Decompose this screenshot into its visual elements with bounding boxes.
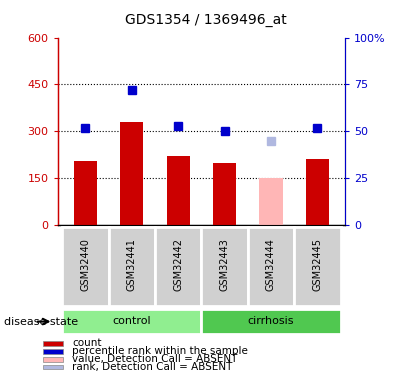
Bar [213, 162, 236, 225]
Bar [62, 226, 109, 306]
Text: GSM32440: GSM32440 [81, 238, 90, 291]
Text: rank, Detection Call = ABSENT: rank, Detection Call = ABSENT [72, 362, 233, 372]
Bar [294, 226, 341, 306]
Text: GSM32442: GSM32442 [173, 238, 183, 291]
Bar [166, 156, 190, 225]
Bar [155, 226, 201, 306]
Bar [44, 365, 62, 369]
Text: value, Detection Call = ABSENT: value, Detection Call = ABSENT [72, 354, 238, 364]
Bar [306, 159, 329, 225]
Text: percentile rank within the sample: percentile rank within the sample [72, 346, 248, 356]
Text: GSM32443: GSM32443 [219, 238, 230, 291]
Text: GSM32445: GSM32445 [312, 238, 322, 291]
Text: count: count [72, 338, 102, 348]
Text: control: control [113, 316, 151, 326]
Text: GSM32441: GSM32441 [127, 238, 137, 291]
Text: cirrhosis: cirrhosis [248, 316, 294, 326]
Bar [44, 341, 62, 346]
Text: GSM32444: GSM32444 [266, 238, 276, 291]
Bar [74, 161, 97, 225]
Bar [201, 309, 341, 334]
Bar [248, 226, 294, 306]
Bar [120, 122, 143, 225]
Bar [109, 226, 155, 306]
Bar [259, 178, 283, 225]
Text: GDS1354 / 1369496_at: GDS1354 / 1369496_at [125, 13, 286, 27]
Text: disease state: disease state [4, 316, 78, 327]
Bar [44, 357, 62, 362]
Bar [62, 309, 201, 334]
Bar [201, 226, 248, 306]
Bar [44, 349, 62, 354]
